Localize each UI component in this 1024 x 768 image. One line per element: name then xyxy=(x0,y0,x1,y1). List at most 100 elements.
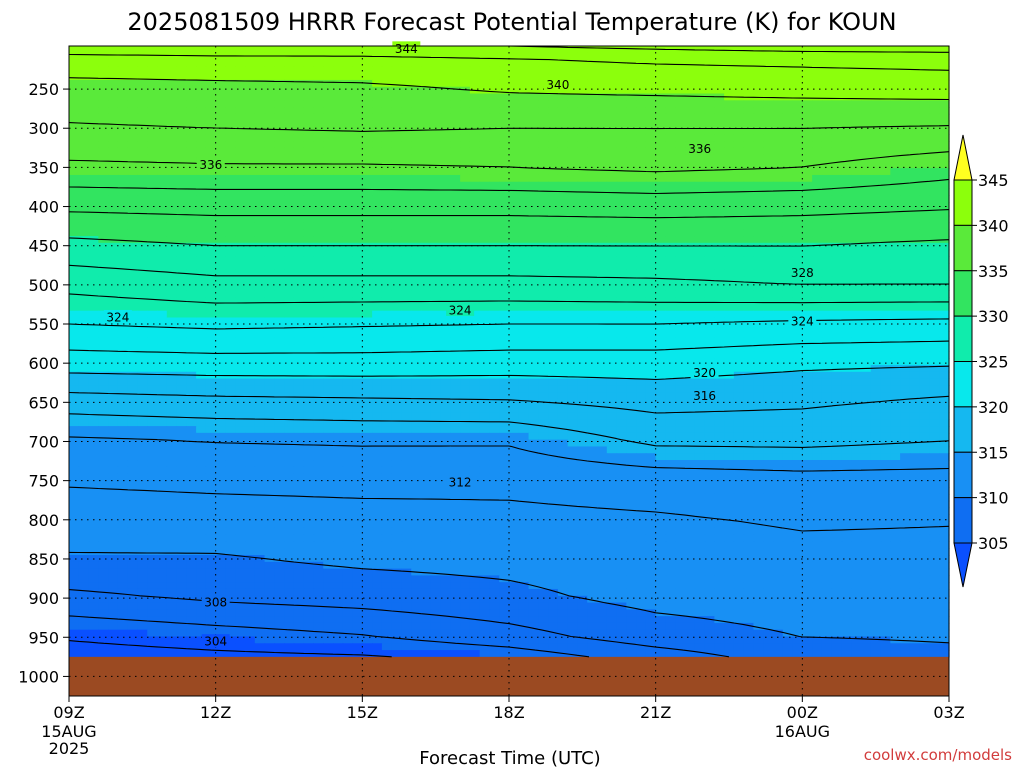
fill-cell xyxy=(98,365,109,373)
fill-cell xyxy=(245,202,256,210)
fill-cell xyxy=(567,324,579,332)
fill-cell xyxy=(782,100,794,108)
fill-cell xyxy=(245,303,256,312)
fill-cell xyxy=(577,107,588,115)
fill-cell xyxy=(909,86,921,95)
fill-cell xyxy=(577,141,588,149)
fill-cell xyxy=(821,215,833,224)
fill-cell xyxy=(831,412,843,420)
fill-cell xyxy=(333,215,344,224)
fill-cell xyxy=(352,229,363,237)
fill-cell xyxy=(724,310,735,319)
fill-cell xyxy=(861,181,872,190)
fill-cell xyxy=(597,168,608,176)
fill-cell xyxy=(870,107,882,115)
fill-cell xyxy=(763,398,774,407)
fill-cell xyxy=(381,283,393,291)
fill-cell xyxy=(499,134,510,142)
fill-cell xyxy=(186,351,197,359)
fill-cell xyxy=(186,107,197,115)
fill-cell xyxy=(245,365,256,373)
fill-cell xyxy=(548,236,559,244)
fill-cell xyxy=(587,222,598,230)
fill-cell xyxy=(274,66,285,74)
fill-cell xyxy=(69,378,80,386)
fill-cell xyxy=(861,263,872,271)
fill-cell xyxy=(645,358,657,366)
fill-cell xyxy=(196,141,207,149)
fill-cell xyxy=(147,351,158,359)
fill-cell xyxy=(225,174,236,183)
fill-cell xyxy=(812,392,823,400)
fill-cell xyxy=(176,100,187,108)
fill-cell xyxy=(137,134,148,142)
fill-cell xyxy=(831,100,843,108)
fill-cell xyxy=(411,358,422,366)
fill-cell xyxy=(205,358,217,366)
fill-cell xyxy=(577,297,588,305)
fill-cell xyxy=(440,405,451,414)
fill-cell xyxy=(342,59,354,67)
fill-cell xyxy=(685,331,696,339)
fill-cell xyxy=(421,120,432,129)
fill-cell xyxy=(430,107,442,115)
fill-cell xyxy=(421,378,432,386)
fill-cell xyxy=(460,100,471,108)
fill-cell xyxy=(166,93,178,101)
fill-cell xyxy=(489,419,500,427)
fill-cell xyxy=(225,79,236,88)
fill-cell xyxy=(69,351,80,359)
fill-cell xyxy=(235,392,246,400)
fill-cell xyxy=(489,195,500,203)
fill-cell xyxy=(430,378,442,386)
fill-cell xyxy=(616,147,627,156)
fill-cell xyxy=(264,66,275,74)
fill-cell xyxy=(235,147,246,156)
fill-cell xyxy=(665,52,676,61)
fill-cell xyxy=(665,263,676,271)
fill-cell xyxy=(753,331,764,339)
fill-cell xyxy=(469,236,481,244)
fill-cell xyxy=(411,236,422,244)
fill-cell xyxy=(685,256,696,264)
fill-cell xyxy=(861,378,872,386)
fill-cell xyxy=(225,256,236,264)
fill-cell xyxy=(782,202,794,210)
fill-cell xyxy=(919,222,931,230)
fill-cell xyxy=(753,365,764,373)
fill-cell xyxy=(939,310,950,319)
fill-cell xyxy=(430,365,442,373)
fill-cell xyxy=(137,79,148,88)
fill-cell xyxy=(264,59,275,67)
fill-cell xyxy=(88,344,99,353)
fill-cell xyxy=(245,344,256,353)
fill-cell xyxy=(773,351,784,359)
fill-cell xyxy=(831,242,843,251)
fill-cell xyxy=(557,351,569,359)
fill-cell xyxy=(753,283,764,291)
fill-cell xyxy=(313,365,324,373)
fill-cell xyxy=(254,181,266,190)
fill-cell xyxy=(763,283,774,291)
fill-cell xyxy=(861,141,872,149)
fill-cell xyxy=(215,310,227,319)
fill-cell xyxy=(812,46,823,54)
fill-cell xyxy=(587,297,598,305)
fill-cell xyxy=(694,331,706,339)
fill-cell xyxy=(880,405,891,414)
fill-cell xyxy=(831,317,843,325)
fill-cell xyxy=(851,385,862,393)
fill-cell xyxy=(391,215,403,224)
fill-cell xyxy=(890,46,901,54)
fill-cell xyxy=(401,317,412,325)
fill-cell xyxy=(782,141,794,149)
fill-cell xyxy=(117,73,129,81)
fill-cell xyxy=(372,168,383,176)
fill-cell xyxy=(303,113,315,122)
fill-cell xyxy=(235,195,246,203)
fill-cell xyxy=(782,147,794,156)
fill-cell xyxy=(333,398,344,407)
fill-cell xyxy=(254,317,266,325)
fill-cell xyxy=(685,202,696,210)
fill-cell xyxy=(362,242,373,251)
